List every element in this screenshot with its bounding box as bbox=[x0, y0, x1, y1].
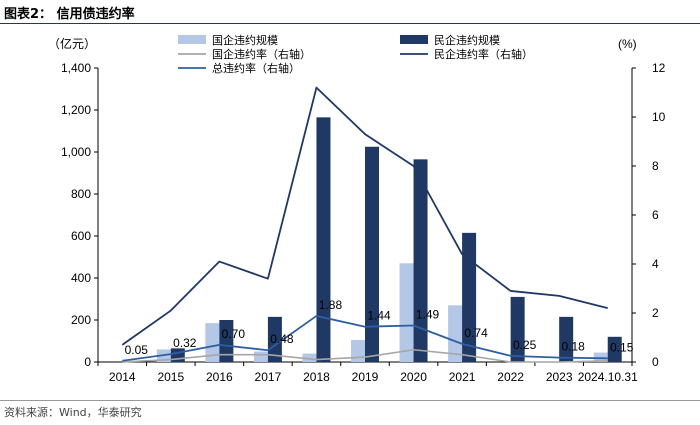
x-tick-label: 2019 bbox=[352, 370, 379, 384]
soe-default-bar bbox=[253, 351, 268, 362]
total-rate-data-label: 1.44 bbox=[367, 309, 391, 323]
legend-label: 民企违约率（右轴） bbox=[434, 47, 533, 61]
right-tick-label: 6 bbox=[652, 208, 659, 222]
chart-title: 图表2： 信用债违约率 bbox=[4, 7, 135, 22]
total-rate-data-label: 1.49 bbox=[416, 307, 440, 321]
soe-default-bar bbox=[399, 263, 414, 362]
left-tick-label: 400 bbox=[71, 271, 91, 285]
soe-default-bar bbox=[593, 352, 608, 362]
source-note: 资料来源：Wind，华泰研究 bbox=[4, 406, 142, 419]
x-tick-label: 2015 bbox=[157, 370, 184, 384]
x-tick-label: 2023 bbox=[546, 370, 573, 384]
x-tick-label: 2017 bbox=[255, 370, 282, 384]
left-tick-label: 800 bbox=[71, 187, 91, 201]
source-divider bbox=[0, 400, 700, 401]
right-tick-label: 2 bbox=[652, 306, 659, 320]
total-rate-data-label: 0.18 bbox=[562, 340, 586, 354]
private-default-bar bbox=[413, 159, 428, 362]
total-rate-data-label: 0.32 bbox=[173, 336, 197, 350]
total-default-rate-line bbox=[122, 315, 608, 362]
total-rate-data-label: 0.15 bbox=[610, 340, 634, 354]
x-tick-label: 2016 bbox=[206, 370, 233, 384]
right-tick-label: 0 bbox=[652, 355, 659, 369]
private-default-bar bbox=[559, 316, 574, 362]
right-axis-title: (%) bbox=[618, 37, 637, 51]
soe-default-bar bbox=[351, 339, 365, 362]
left-tick-label: 1,000 bbox=[61, 145, 91, 159]
private-default-bar bbox=[510, 296, 525, 362]
right-tick-label: 8 bbox=[652, 159, 659, 173]
left-tick-label: 1,200 bbox=[61, 103, 91, 117]
x-tick-label: 2024.10.31 bbox=[578, 370, 638, 384]
right-tick-label: 10 bbox=[652, 110, 666, 124]
private-default-bar bbox=[365, 146, 379, 362]
right-tick-label: 4 bbox=[652, 257, 659, 271]
x-tick-label: 2021 bbox=[449, 370, 476, 384]
x-tick-label: 2018 bbox=[303, 370, 330, 384]
chart-canvas: 0 200 400 600 800 1,000 1,200 1,400 0 2 4 6 8 10 12 （亿元… bbox=[48, 33, 666, 384]
total-rate-data-label: 0.48 bbox=[270, 332, 294, 346]
private-default-bar bbox=[607, 336, 622, 362]
legend-label: 国企违约率（右轴） bbox=[212, 47, 311, 61]
total-rate-data-label: 0.05 bbox=[125, 343, 149, 357]
total-rate-data-label: 0.25 bbox=[513, 338, 537, 352]
soe-default-rate-line bbox=[122, 348, 608, 363]
total-rate-data-label: 1.88 bbox=[319, 298, 343, 312]
soe-default-bar bbox=[448, 305, 463, 362]
right-tick-label: 12 bbox=[652, 61, 666, 75]
legend-label: 总违约率（右轴） bbox=[212, 61, 300, 75]
soe-default-bar bbox=[302, 353, 317, 362]
left-tick-label: 0 bbox=[84, 355, 91, 369]
left-tick-label: 1,400 bbox=[61, 61, 91, 75]
legend-label: 民企违约规模 bbox=[434, 33, 500, 47]
total-rate-data-label: 0.74 bbox=[464, 326, 488, 340]
private-default-bar bbox=[267, 316, 282, 362]
private-default-rate-line bbox=[121, 86, 608, 346]
left-tick-label: 200 bbox=[71, 313, 91, 327]
left-axis-title: （亿元） bbox=[48, 36, 96, 51]
private-default-bar bbox=[219, 320, 234, 362]
x-tick-label: 2022 bbox=[497, 370, 524, 384]
x-tick-label: 2020 bbox=[400, 370, 427, 384]
private-default-bar bbox=[316, 117, 331, 362]
title-divider bbox=[0, 23, 700, 24]
soe-default-bar bbox=[205, 323, 220, 362]
legend-swatch-bar bbox=[400, 35, 428, 44]
private-default-bar bbox=[462, 232, 477, 362]
total-rate-data-label: 0.70 bbox=[222, 327, 246, 341]
left-tick-label: 600 bbox=[71, 229, 91, 243]
legend-label: 国企违约规模 bbox=[212, 33, 278, 47]
x-tick-label: 2014 bbox=[109, 370, 136, 384]
legend-swatch-bar bbox=[178, 35, 206, 44]
